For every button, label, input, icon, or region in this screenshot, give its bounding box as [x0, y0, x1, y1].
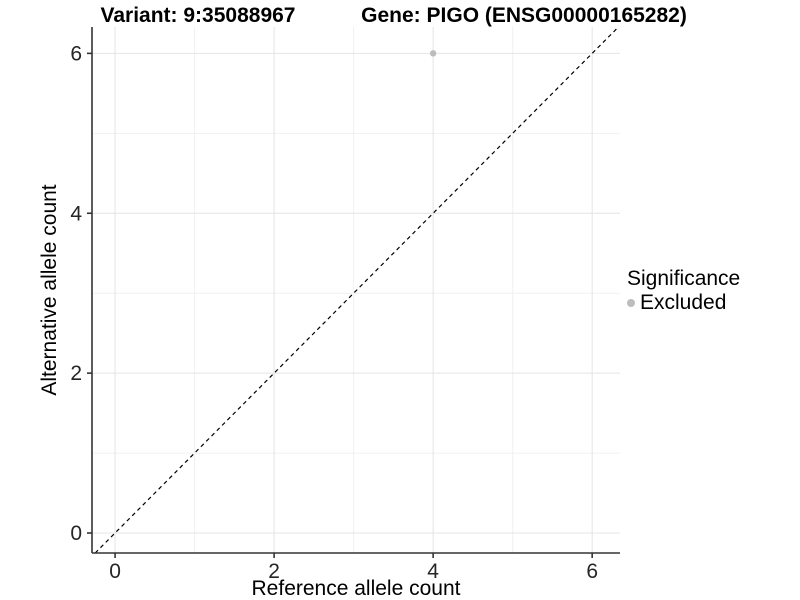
identity-reference-line: [94, 26, 619, 554]
data-point: [429, 50, 437, 57]
y-tick-label: 4: [70, 202, 82, 225]
x-tick-label: 2: [268, 560, 280, 583]
x-tick-label: 0: [109, 560, 121, 583]
x-axis-title: Reference allele count: [251, 577, 461, 600]
legend-point-swatch: [627, 298, 635, 307]
legend-title: Significance: [627, 267, 741, 290]
legend: Significance Excluded: [627, 267, 740, 314]
y-tick-label: 0: [70, 522, 82, 545]
legend-entry-label: Excluded: [640, 291, 727, 314]
plot-title-variant: Variant: 9:35088967: [100, 4, 296, 27]
y-tick-label: 6: [70, 42, 82, 65]
x-tick-label: 6: [586, 560, 598, 583]
x-tick-label: 4: [427, 560, 439, 583]
y-tick-label: 2: [70, 362, 82, 385]
legend-entry: Excluded: [627, 291, 740, 314]
plot-title-gene: Gene: PIGO (ENSG00000165282): [361, 4, 687, 27]
y-axis-title: Alternative allele count: [38, 184, 61, 396]
